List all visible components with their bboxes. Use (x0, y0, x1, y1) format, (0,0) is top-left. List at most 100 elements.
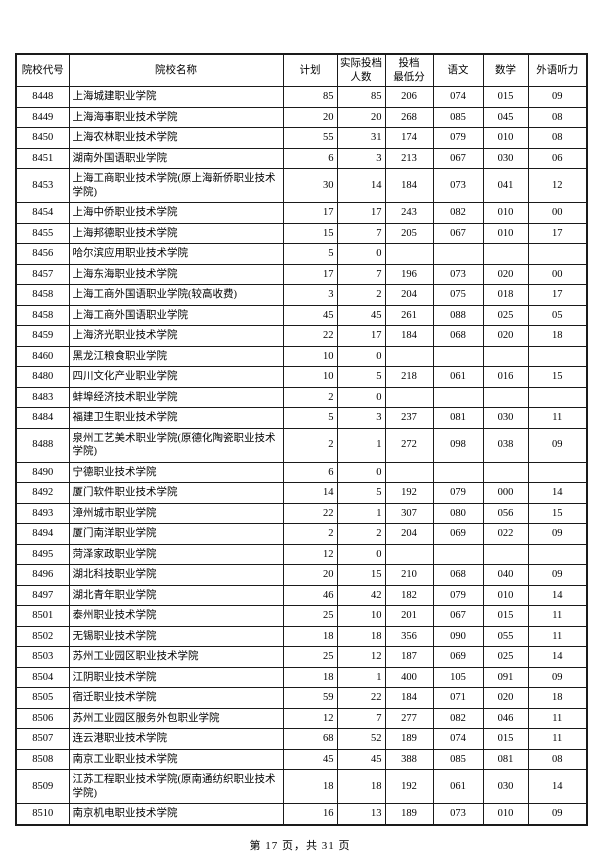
table-row: 8456 哈尔滨应用职业技术学院 5 0 (15, 243, 588, 265)
cell-code: 8502 (15, 625, 70, 647)
cell-math: 081 (482, 748, 529, 770)
header-listening: 外语听力 (527, 53, 588, 87)
cell-chn: 081 (432, 407, 484, 429)
table-row: 8509 江苏工程职业技术学院(原南通纺织职业技术学院) 18 18 192 061 030… (15, 769, 588, 804)
cell-actual: 5 (336, 366, 386, 388)
cell-plan: 22 (282, 502, 338, 524)
cell-name: 苏州工业园区服务外包职业学院 (68, 707, 284, 729)
cell-min: 184 (384, 325, 434, 347)
cell-actual: 18 (336, 769, 386, 804)
cell-math: 046 (482, 707, 529, 729)
cell-min: 204 (384, 284, 434, 306)
cell-chn: 069 (432, 646, 484, 668)
cell-math: 025 (482, 304, 529, 326)
cell-actual: 13 (336, 803, 386, 825)
cell-min: 184 (384, 687, 434, 709)
table-row: 8510 南京机电职业技术学院 16 13 189 073 010 09 (15, 803, 588, 825)
cell-code: 8496 (15, 564, 70, 586)
cell-actual: 85 (336, 86, 386, 108)
cell-plan: 45 (282, 748, 338, 770)
cell-min: 400 (384, 666, 434, 688)
cell-actual: 12 (336, 646, 386, 668)
table-row: 8457 上海东海职业技术学院 17 7 196 073 020 00 (15, 263, 588, 285)
cell-math: 045 (482, 106, 529, 128)
cell-listen: 05 (527, 304, 588, 326)
cell-math (482, 243, 529, 265)
cell-plan: 18 (282, 666, 338, 688)
cell-name: 上海中侨职业技术学院 (68, 202, 284, 224)
cell-plan: 18 (282, 769, 338, 804)
cell-chn: 073 (432, 168, 484, 203)
cell-chn: 090 (432, 625, 484, 647)
cell-min: 204 (384, 523, 434, 545)
cell-math (482, 543, 529, 565)
cell-actual: 2 (336, 523, 386, 545)
cell-plan: 25 (282, 646, 338, 668)
cell-chn: 068 (432, 325, 484, 347)
cell-math: 040 (482, 564, 529, 586)
cell-name: 南京工业职业技术学院 (68, 748, 284, 770)
cell-actual: 18 (336, 625, 386, 647)
cell-chn: 098 (432, 427, 484, 463)
cell-listen (527, 345, 588, 367)
cell-actual: 0 (336, 345, 386, 367)
cell-min: 196 (384, 263, 434, 285)
cell-math: 030 (482, 407, 529, 429)
cell-math: 015 (482, 605, 529, 627)
cell-math: 010 (482, 127, 529, 149)
cell-listen: 11 (527, 625, 588, 647)
table-row: 8505 宿迁职业技术学院 59 22 184 071 020 18 (15, 687, 588, 709)
table-row: 8504 江阴职业技术学院 18 1 400 105 091 09 (15, 666, 588, 688)
cell-listen: 09 (527, 523, 588, 545)
cell-min: 206 (384, 86, 434, 108)
cell-code: 8457 (15, 263, 70, 285)
cell-plan: 68 (282, 728, 338, 750)
cell-actual: 45 (336, 304, 386, 326)
cell-min (384, 243, 434, 265)
cell-math: 000 (482, 482, 529, 504)
cell-listen: 15 (527, 366, 588, 388)
cell-name: 四川文化产业职业学院 (68, 366, 284, 388)
table-row: 8502 无锡职业技术学院 18 18 356 090 055 11 (15, 625, 588, 647)
cell-min: 272 (384, 427, 434, 463)
cell-chn: 069 (432, 523, 484, 545)
cell-actual: 15 (336, 564, 386, 586)
table-row: 8492 厦门软件职业技术学院 14 5 192 079 000 14 (15, 482, 588, 504)
cell-min: 187 (384, 646, 434, 668)
cell-min: 307 (384, 502, 434, 524)
cell-min: 184 (384, 168, 434, 203)
cell-min (384, 461, 434, 483)
header-plan: 计划 (282, 53, 338, 87)
cell-min: 243 (384, 202, 434, 224)
cell-listen: 17 (527, 284, 588, 306)
cell-name: 无锡职业技术学院 (68, 625, 284, 647)
cell-plan: 85 (282, 86, 338, 108)
cell-plan: 12 (282, 543, 338, 565)
cell-code: 8483 (15, 386, 70, 408)
cell-listen: 12 (527, 168, 588, 203)
table-row: 8455 上海邦德职业技术学院 15 7 205 067 010 17 (15, 222, 588, 244)
cell-code: 8459 (15, 325, 70, 347)
cell-math: 038 (482, 427, 529, 463)
cell-math: 020 (482, 263, 529, 285)
cell-name: 湖北青年职业学院 (68, 584, 284, 606)
table-row: 8496 湖北科技职业学院 20 15 210 068 040 09 (15, 564, 588, 586)
cell-listen: 06 (527, 147, 588, 169)
cell-chn: 071 (432, 687, 484, 709)
cell-name: 江苏工程职业技术学院(原南通纺织职业技术学院) (68, 769, 284, 804)
cell-math (482, 386, 529, 408)
cell-chn: 074 (432, 86, 484, 108)
cell-math: 020 (482, 325, 529, 347)
cell-listen: 14 (527, 646, 588, 668)
cell-chn: 105 (432, 666, 484, 688)
cell-actual: 0 (336, 543, 386, 565)
cell-listen: 18 (527, 687, 588, 709)
cell-code: 8460 (15, 345, 70, 367)
cell-code: 8510 (15, 803, 70, 825)
cell-min: 192 (384, 769, 434, 804)
cell-chn: 082 (432, 202, 484, 224)
table-row: 8495 菏泽家政职业学院 12 0 (15, 543, 588, 565)
cell-chn: 085 (432, 106, 484, 128)
cell-chn: 068 (432, 564, 484, 586)
